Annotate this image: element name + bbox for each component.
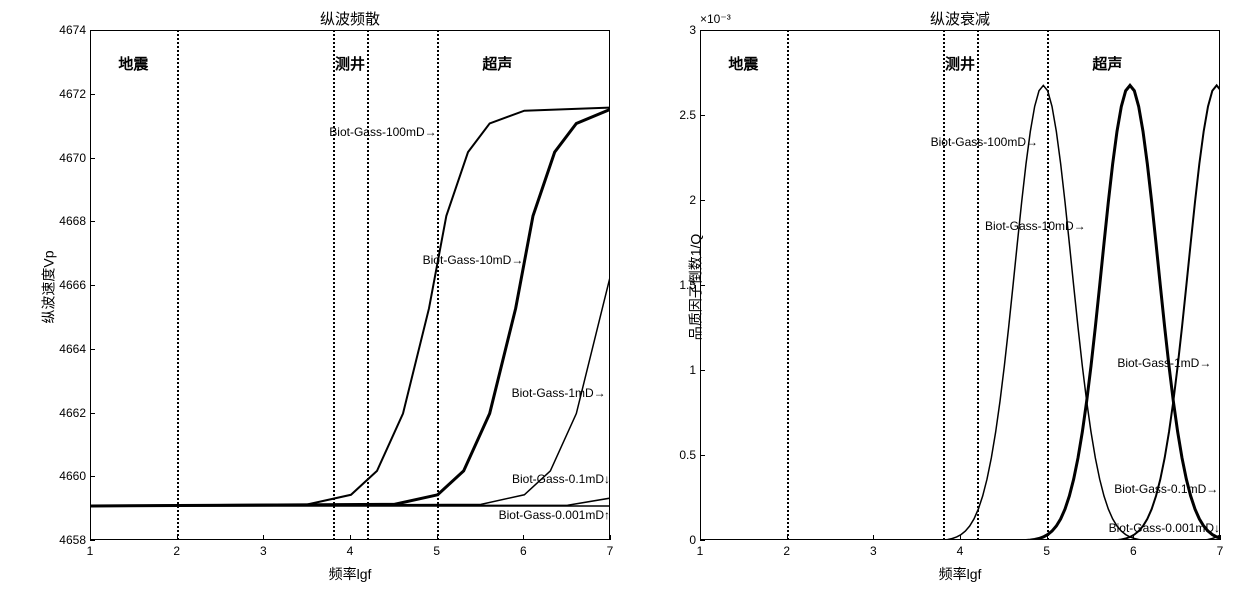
left-region-line	[437, 30, 439, 540]
left-ytick-mark	[90, 413, 95, 414]
right-ytick: 1	[662, 363, 696, 377]
left-ytick-mark	[90, 158, 95, 159]
right-title: 纵波衰减	[700, 8, 1220, 29]
right-region-line	[787, 30, 789, 540]
left-xtick-mark	[523, 535, 524, 540]
left-region-label: 地震	[118, 53, 148, 74]
right-xtick: 2	[783, 544, 790, 558]
right-ytick: 1.5	[662, 278, 696, 292]
left-region-line	[177, 30, 179, 540]
right-region-line	[943, 30, 945, 540]
left-ytick: 4664	[52, 342, 86, 356]
right-ytick: 0	[662, 533, 696, 547]
right-annotation: Biot-Gass-1mD→	[1031, 356, 1211, 370]
right-annotation: Biot-Gass-0.001mD↓	[1040, 521, 1220, 535]
left-annotation: Biot-Gass-10mD→	[343, 253, 523, 267]
right-curve-Biot-Gass-1mD	[701, 85, 1220, 540]
left-ytick-mark	[90, 285, 95, 286]
left-region-label: 测井	[335, 53, 365, 74]
left-ytick-mark	[90, 349, 95, 350]
right-ytick-mark	[700, 540, 705, 541]
right-ytick: 0.5	[662, 448, 696, 462]
right-region-line	[977, 30, 979, 540]
right-ytick: 2.5	[662, 108, 696, 122]
right-curves	[701, 31, 1220, 540]
left-region-label: 超声	[482, 53, 512, 74]
left-ytick: 4662	[52, 406, 86, 420]
left-xtick: 6	[520, 544, 527, 558]
left-annotation: Biot-Gass-0.1mD↓	[430, 472, 610, 486]
right-ytick: 2	[662, 193, 696, 207]
left-xtick: 3	[260, 544, 267, 558]
right-annotation: Biot-Gass-10mD→	[906, 219, 1086, 233]
right-region-label: 测井	[945, 53, 975, 74]
left-ytick: 4672	[52, 87, 86, 101]
right-xtick: 6	[1130, 544, 1137, 558]
left-region-line	[367, 30, 369, 540]
right-xtick: 7	[1217, 544, 1224, 558]
right-ytick-mark	[700, 370, 705, 371]
right-ytick-mark	[700, 200, 705, 201]
left-xtick: 2	[173, 544, 180, 558]
left-xtick: 1	[87, 544, 94, 558]
right-xtick-mark	[960, 535, 961, 540]
right-ytick: 3	[662, 23, 696, 37]
left-xtick-mark	[610, 535, 611, 540]
right-ytick-mark	[700, 30, 705, 31]
left-region-line	[333, 30, 335, 540]
left-ytick: 4658	[52, 533, 86, 547]
left-xtick: 7	[607, 544, 614, 558]
left-xtick: 4	[347, 544, 354, 558]
left-ytick-mark	[90, 540, 95, 541]
right-xtick: 4	[957, 544, 964, 558]
left-ytick: 4670	[52, 151, 86, 165]
right-region-line	[1047, 30, 1049, 540]
left-ytick: 4674	[52, 23, 86, 37]
right-xtick-mark	[1220, 535, 1221, 540]
left-ytick-mark	[90, 30, 95, 31]
right-xtick-mark	[873, 535, 874, 540]
left-xtick-mark	[263, 535, 264, 540]
right-y-exp: ×10⁻³	[700, 12, 731, 26]
left-annotation: Biot-Gass-0.001mD↑	[430, 508, 610, 522]
left-xtick-mark	[350, 535, 351, 540]
right-xtick: 1	[697, 544, 704, 558]
right-annotation: Biot-Gass-100mD→	[858, 135, 1038, 149]
left-ytick-mark	[90, 94, 95, 95]
right-plot-area	[700, 30, 1220, 540]
left-ytick: 4668	[52, 214, 86, 228]
right-annotation: Biot-Gass-0.1mD→	[1038, 482, 1218, 496]
left-ytick-mark	[90, 221, 95, 222]
right-xtick: 5	[1043, 544, 1050, 558]
right-ytick-mark	[700, 285, 705, 286]
left-ytick: 4666	[52, 278, 86, 292]
left-curve-Biot-Gass-100mD	[91, 108, 610, 506]
right-curve-Biot-Gass-100mD	[701, 85, 1220, 540]
left-annotation: Biot-Gass-100mD→	[257, 125, 437, 139]
left-title: 纵波频散	[90, 8, 610, 29]
right-xlabel: 频率lgf	[700, 564, 1220, 584]
left-annotation: Biot-Gass-1mD→	[426, 386, 606, 400]
left-curves	[91, 31, 610, 540]
left-xtick: 5	[433, 544, 440, 558]
right-xtick: 3	[870, 544, 877, 558]
right-ytick-mark	[700, 115, 705, 116]
left-curve-Biot-Gass-10mD	[91, 109, 610, 506]
left-ytick-mark	[90, 476, 95, 477]
right-region-label: 超声	[1092, 53, 1122, 74]
left-plot-area	[90, 30, 610, 540]
right-ytick-mark	[700, 455, 705, 456]
right-region-label: 地震	[728, 53, 758, 74]
left-xlabel: 频率lgf	[90, 564, 610, 584]
right-curve-Biot-Gass-10mD	[701, 85, 1220, 540]
left-ytick: 4660	[52, 469, 86, 483]
right-xtick-mark	[1133, 535, 1134, 540]
